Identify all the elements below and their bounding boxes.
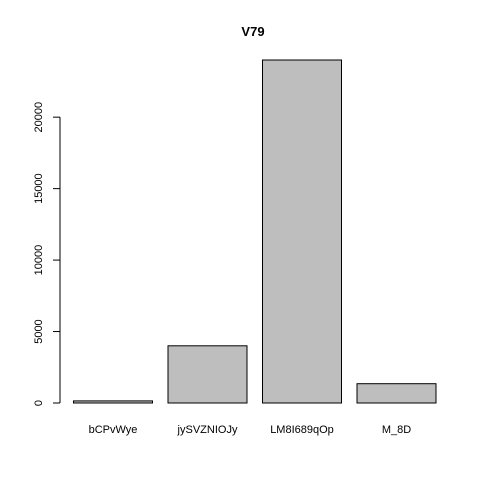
bar-bCPvWye — [73, 400, 153, 404]
y-tick-label: 20000 — [33, 102, 45, 133]
category-label: bCPvWye — [89, 424, 138, 436]
bar-M_8D — [356, 383, 437, 404]
y-tick-label: 10000 — [33, 245, 45, 276]
bar-LM8I689qOp — [262, 59, 342, 404]
category-label: jySVZNIOJy — [177, 424, 238, 436]
y-tick-label: 0 — [33, 400, 45, 406]
bars-group — [73, 59, 437, 404]
bar-jySVZNIOJy — [167, 345, 248, 404]
y-tick-label: 5000 — [33, 319, 45, 343]
category-label: M_8D — [382, 424, 411, 436]
y-axis: 0 5000 10000 15000 20000 — [33, 102, 61, 406]
chart-title: V79 — [241, 24, 264, 39]
x-axis-labels: bCPvWye jySVZNIOJy LM8I689qOp M_8D — [89, 424, 412, 436]
category-label: LM8I689qOp — [270, 424, 334, 436]
y-tick-label: 15000 — [33, 173, 45, 204]
